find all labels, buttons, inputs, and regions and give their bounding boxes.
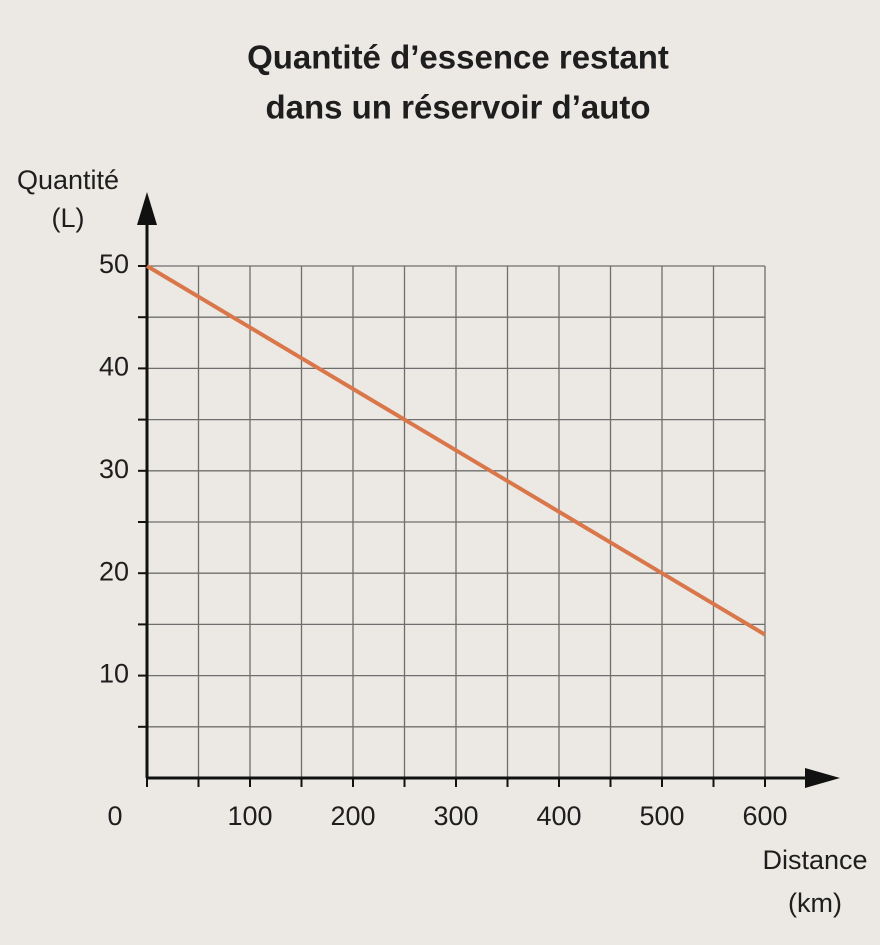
x-axis-arrow (805, 768, 840, 788)
y-tick-label: 40 (99, 352, 129, 382)
x-tick-label: 200 (330, 801, 375, 831)
x-tick-label: 600 (742, 801, 787, 831)
x-axis-label: (km) (788, 888, 842, 918)
y-tick-label: 10 (99, 659, 129, 689)
x-tick-label: 500 (639, 801, 684, 831)
y-axis-arrow (137, 192, 157, 225)
y-axis-label: Quantité (17, 165, 119, 195)
chart-title: Quantité d’essence restant (247, 39, 669, 76)
x-tick-label: 0 (107, 801, 122, 831)
x-axis-label: Distance (762, 845, 867, 875)
y-axis-label: (L) (52, 203, 85, 233)
x-tick-label: 300 (433, 801, 478, 831)
x-tick-label: 400 (536, 801, 581, 831)
data-line (145, 264, 767, 637)
x-tick-label: 100 (227, 801, 272, 831)
y-tick-label: 20 (99, 556, 129, 586)
y-tick-label: 50 (99, 249, 129, 279)
chart-title: dans un réservoir d’auto (265, 89, 650, 126)
y-tick-label: 30 (99, 454, 129, 484)
